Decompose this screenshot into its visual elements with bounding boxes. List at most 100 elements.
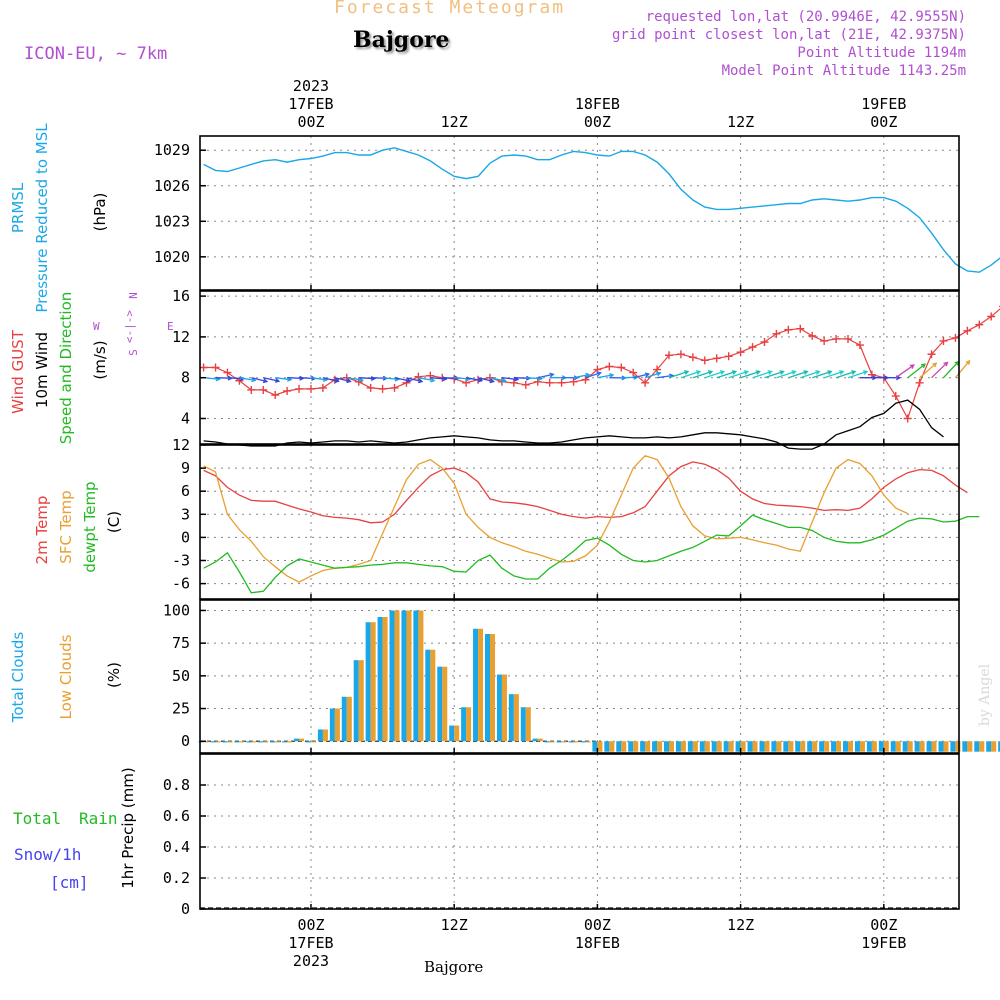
- wind-gust-marker: [903, 414, 912, 423]
- wind-arrow-head: [683, 370, 690, 375]
- total-clouds-bar: [401, 610, 407, 742]
- low-clouds-bar: [525, 707, 531, 742]
- y-tick-label: 50: [172, 667, 190, 685]
- wind-gust-marker: [712, 354, 721, 363]
- total-clouds-bar: [437, 666, 443, 742]
- x-tick-label-top: 00Z: [297, 113, 324, 131]
- wind-direction-arrow: [251, 377, 268, 383]
- total-clouds-bar: [532, 738, 538, 742]
- wind-gust-marker: [736, 348, 745, 357]
- y-tick-label: 12: [172, 328, 190, 346]
- low-clouds-bar: [334, 708, 340, 742]
- low-clouds-bar: [895, 741, 901, 752]
- low-clouds-bar: [394, 610, 400, 742]
- wind-gust-marker: [987, 312, 996, 321]
- wind-direction-arrow: [382, 377, 399, 381]
- y-tick-label: 9: [181, 459, 190, 477]
- y-tick-label: 1020: [154, 248, 190, 266]
- x-tick-label-top: 12Z: [441, 113, 468, 131]
- low-clouds-bar: [322, 729, 328, 742]
- wind-arrow-head: [815, 370, 821, 375]
- wind-arrow-head: [707, 370, 714, 375]
- y-tick-label: 0: [181, 528, 190, 546]
- wind-gust-marker: [247, 385, 256, 394]
- total-clouds-bar: [317, 729, 323, 742]
- wind-gust-marker: [211, 363, 220, 372]
- wind-direction-arrow: [537, 373, 554, 379]
- low-clouds-bar: [919, 741, 925, 752]
- wind-direction-arrow: [501, 377, 518, 381]
- date-label-top: 19FEB: [861, 95, 906, 113]
- wind-arrow-head: [743, 370, 749, 375]
- wind-gust-marker: [306, 384, 315, 393]
- wind-direction-arrow: [358, 377, 375, 380]
- wind-direction-arrow: [895, 364, 915, 379]
- wind-gust-marker: [569, 377, 578, 386]
- wind-direction-arrow: [633, 373, 649, 379]
- total-clouds-bar: [246, 741, 252, 743]
- y-tick-label: 25: [172, 700, 190, 718]
- total-clouds-bar: [878, 741, 884, 752]
- total-clouds-bar: [353, 660, 359, 742]
- x-tick-label-bottom: 00Z: [870, 916, 897, 934]
- wind-gust-marker: [617, 363, 626, 372]
- y-tick-label: 6: [181, 482, 190, 500]
- wind-arrow-head: [920, 363, 927, 369]
- y-tick-label: 0.2: [163, 869, 190, 887]
- wind-gust-marker: [223, 368, 232, 377]
- wind-gust-marker: [951, 333, 960, 342]
- low-clouds-bar: [430, 649, 436, 742]
- total-clouds-bar: [341, 696, 347, 742]
- low-clouds-bar: [657, 741, 663, 752]
- total-clouds-bar: [890, 741, 896, 752]
- wind-arrow-head: [501, 377, 507, 383]
- wind-direction-arrow: [668, 370, 689, 379]
- low-clouds-bar: [680, 741, 686, 752]
- wind-gust-marker: [963, 326, 972, 335]
- low-clouds-bar: [800, 741, 806, 752]
- total-clouds-bar: [652, 741, 658, 752]
- total-clouds-bar: [329, 708, 335, 742]
- low-clouds-bar: [442, 666, 448, 742]
- total-clouds-bar: [783, 741, 789, 752]
- low-clouds-bar: [478, 628, 484, 742]
- low-clouds-bar: [227, 741, 233, 743]
- total-clouds-bar: [663, 741, 670, 752]
- wind-direction-arrow: [263, 377, 280, 382]
- total-clouds-bar: [687, 741, 693, 752]
- wind-arrow-head: [477, 377, 484, 383]
- low-clouds-bar: [859, 741, 865, 752]
- total-clouds-bar: [568, 741, 574, 743]
- total-clouds-bar: [294, 738, 300, 742]
- low-clouds-bar: [585, 741, 591, 743]
- wind-gust-marker: [832, 334, 841, 343]
- y-tick-label: -6: [172, 575, 190, 593]
- low-clouds-bar: [633, 741, 639, 752]
- low-clouds-bar: [979, 741, 985, 752]
- wind-arrow-head: [755, 370, 761, 375]
- total-clouds-bar: [473, 628, 479, 742]
- wind-direction-arrow: [740, 370, 760, 379]
- compass-west: W: [93, 320, 100, 333]
- wind-gust-marker: [259, 385, 268, 394]
- wind-direction-arrow: [716, 370, 736, 379]
- wind-gust-marker: [796, 324, 805, 333]
- total-clouds-bar: [854, 741, 860, 752]
- compass-east: E: [167, 320, 174, 333]
- total-clouds-bar: [938, 741, 944, 752]
- total-clouds-bar: [389, 610, 395, 742]
- y-tick-label: 1023: [154, 212, 190, 230]
- wind-direction-arrow: [764, 370, 784, 379]
- low-clouds-bar: [263, 741, 269, 743]
- wind-gust-marker: [271, 391, 280, 400]
- wind-arrow-head: [489, 378, 495, 384]
- x-tick-label-top: 00Z: [584, 113, 611, 131]
- wind-direction-arrow: [692, 370, 713, 379]
- low-clouds-bar: [740, 741, 746, 752]
- wind-gust-marker: [378, 384, 387, 393]
- wind-gust-marker: [820, 336, 829, 345]
- wind-direction-arrow: [430, 377, 447, 380]
- low-clouds-bar: [931, 741, 937, 752]
- wind-arrow-head: [943, 361, 949, 367]
- y-tick-label: 0.8: [163, 776, 190, 794]
